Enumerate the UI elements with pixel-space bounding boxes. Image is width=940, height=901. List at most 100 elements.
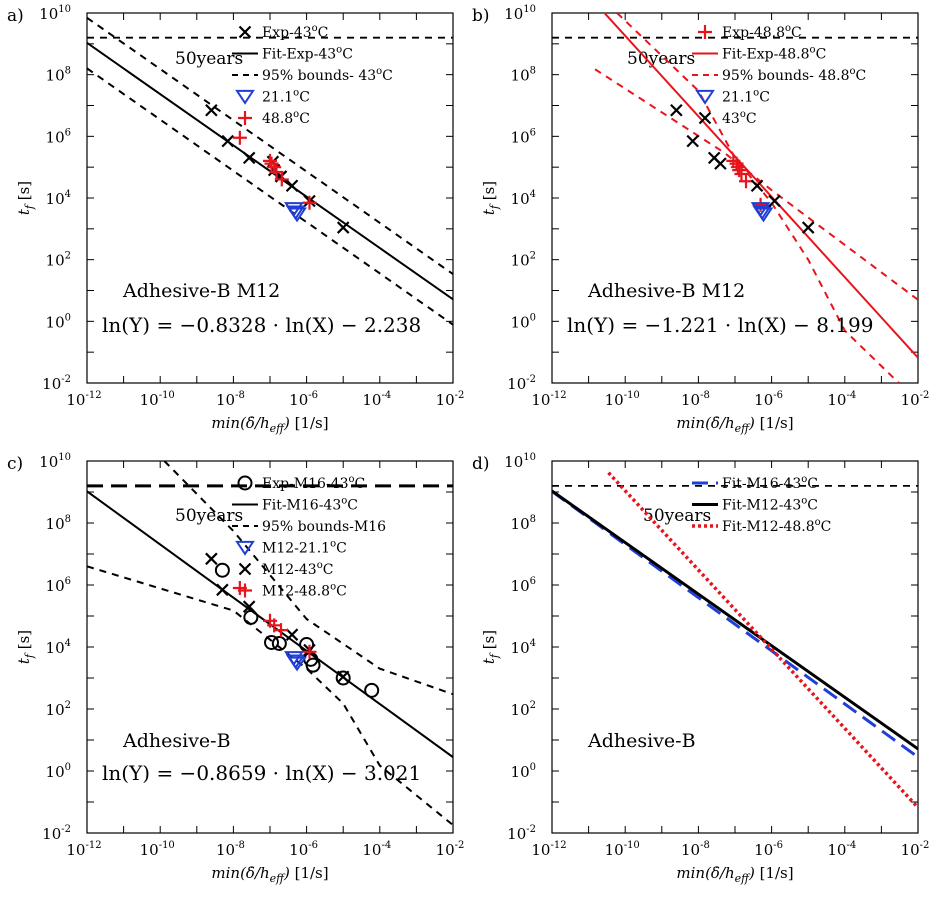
y-tick-label: 108 [46, 66, 71, 85]
x-axis-label: min(δ̇/heff) [1/s] [676, 864, 793, 885]
x-axis-label: min(δ̇/heff) [1/s] [676, 414, 793, 435]
data-point [287, 656, 307, 672]
data-point [336, 670, 350, 683]
y-tick-label: 102 [511, 700, 536, 719]
x-tick-label: 10-10 [605, 840, 640, 859]
data-point [214, 562, 230, 578]
y-tick-label: 10-2 [42, 374, 71, 393]
data-point [336, 221, 350, 234]
panel-label: b) [472, 6, 490, 26]
plot-area [552, 471, 918, 809]
series-line-1 [552, 489, 918, 751]
legend-entry: 21.1oC [262, 88, 310, 106]
fit-equation: ln(Y) = −1.221 · ln(X) − 8.199 [567, 313, 874, 337]
legend: Exp-43oC Fit-Exp-43oC 95% bounds- 43oC 21.1… [232, 23, 393, 127]
y-axis-label: tf [s] [15, 181, 36, 215]
y-tick-label: 104 [46, 189, 71, 208]
data-point [750, 179, 764, 193]
series-line-3 [616, 13, 900, 383]
y-tick-label: 106 [511, 576, 536, 595]
legend-entry: 95% bounds- 43oC [262, 66, 393, 84]
y-tick-label: 10-2 [42, 824, 71, 843]
x-tick-label: 10-2 [436, 390, 465, 409]
annotation: Adhesive-B M12 [587, 280, 745, 302]
legend-entry: Fit-Exp-48.8oC [722, 45, 826, 63]
chart-panel-b: 10-12 10-10 10-8 10-6 10-4 10-2 10-2 100 102 104 1… [472, 4, 930, 435]
legend-swatch [695, 89, 715, 105]
legend-swatch [238, 562, 252, 576]
x-tick-label: 10-2 [901, 840, 930, 859]
series-line-3 [87, 67, 453, 326]
y-axis-label: tf [s] [480, 630, 501, 664]
legend-entry: M12-21.1oC [262, 539, 347, 557]
y-tick-label: 108 [46, 514, 71, 533]
plot-area [594, 13, 918, 383]
legend-swatch [237, 475, 253, 491]
legend-swatch [235, 540, 255, 556]
y-tick-label: 10-2 [507, 824, 536, 843]
series-line-2 [594, 68, 918, 301]
x-tick-label: 10-4 [827, 390, 856, 409]
reference-line-label: 50years [175, 506, 243, 526]
y-tick-label: 100 [511, 762, 536, 781]
data-point [271, 635, 287, 651]
series-line-2 [87, 16, 453, 275]
legend-entry: M12-43oC [262, 560, 333, 578]
data-point [274, 623, 289, 638]
y-tick-label: 102 [46, 251, 71, 270]
x-axis-label: min(δ̇/heff) [1/s] [211, 414, 328, 435]
x-tick-label: 10-2 [436, 840, 465, 859]
y-tick-label: 104 [511, 638, 536, 657]
data-point [305, 657, 321, 673]
data-point [205, 552, 218, 566]
data-point [670, 103, 683, 117]
plot-area [87, 16, 453, 326]
fit-equation: ln(Y) = −0.8328 · ln(X) − 2.238 [102, 313, 421, 337]
x-axis-label: min(δ̇/heff) [1/s] [211, 864, 328, 885]
x-tick-label: 10-6 [754, 840, 783, 859]
y-tick-label: 106 [46, 127, 71, 146]
legend-entry: 95% bounds-M16 [262, 519, 386, 535]
x-tick-label: 10-12 [66, 840, 101, 859]
reference-line-label: 50years [627, 49, 695, 69]
legend-swatch [238, 111, 252, 125]
y-tick-label: 104 [46, 638, 71, 657]
data-point [287, 207, 307, 223]
reference-line-label: 50years [175, 49, 243, 69]
data-point [264, 634, 280, 650]
data-point [753, 207, 774, 223]
y-tick-label: 104 [511, 189, 536, 208]
legend-entry: Fit-M12-43oC [722, 496, 818, 514]
legend-entry: Exp-43oC [262, 23, 328, 41]
x-tick-label: 10-6 [289, 390, 318, 409]
panel-label: a) [7, 6, 24, 26]
series-line-1 [603, 13, 918, 359]
legend-entry: Exp-M16-43oC [262, 474, 365, 492]
y-tick-label: 102 [46, 700, 71, 719]
x-tick-label: 10-8 [216, 390, 245, 409]
annotation: Adhesive-B [587, 730, 696, 752]
data-point [335, 670, 351, 686]
fit-equation: ln(Y) = −0.8659 · ln(X) − 3.021 [102, 761, 421, 785]
panel-label: d) [472, 454, 490, 474]
legend-entry: M12-48.8oC [262, 582, 347, 600]
legend-swatch [698, 111, 712, 125]
legend-swatch [238, 583, 252, 598]
y-tick-label: 1010 [39, 452, 71, 471]
x-tick-label: 10-8 [681, 390, 710, 409]
legend-swatch [698, 25, 712, 39]
data-point [734, 167, 749, 182]
data-point [739, 174, 754, 189]
data-point [302, 644, 317, 659]
y-tick-label: 102 [511, 251, 536, 270]
y-tick-label: 100 [511, 312, 536, 331]
x-tick-label: 10-8 [216, 840, 245, 859]
y-tick-label: 108 [511, 66, 536, 85]
chart-panel-d: 10-12 10-10 10-8 10-6 10-4 10-2 10-2 100 102 104 1… [472, 452, 929, 885]
legend-entry: Exp-48.8oC [722, 23, 802, 41]
legend-entry: Fit-Exp-43oC [262, 45, 353, 63]
x-tick-label: 10-2 [901, 390, 930, 409]
data-point [269, 164, 284, 179]
data-point [242, 600, 256, 613]
